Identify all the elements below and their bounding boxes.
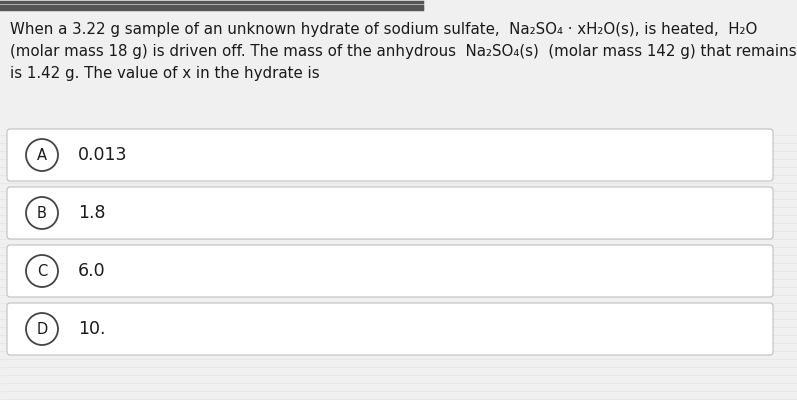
- FancyBboxPatch shape: [7, 303, 773, 355]
- Circle shape: [26, 139, 58, 171]
- Circle shape: [26, 313, 58, 345]
- FancyBboxPatch shape: [7, 245, 773, 297]
- Circle shape: [26, 255, 58, 287]
- Text: 1.8: 1.8: [78, 204, 105, 222]
- Text: B: B: [37, 206, 47, 220]
- Text: 10.: 10.: [78, 320, 105, 338]
- Text: is 1.42 g. The value of x in the hydrate is: is 1.42 g. The value of x in the hydrate…: [10, 66, 320, 81]
- Text: C: C: [37, 264, 47, 278]
- Text: 6.0: 6.0: [78, 262, 106, 280]
- Text: When a 3.22 g sample of an unknown hydrate of sodium sulfate,  Na₂SO₄ · xH₂O(s),: When a 3.22 g sample of an unknown hydra…: [10, 22, 757, 37]
- Text: 0.013: 0.013: [78, 146, 128, 164]
- Text: (molar mass 18 g) is driven off. The mass of the anhydrous  Na₂SO₄(s)  (molar ma: (molar mass 18 g) is driven off. The mas…: [10, 44, 797, 59]
- Circle shape: [26, 197, 58, 229]
- Text: D: D: [37, 322, 48, 336]
- FancyBboxPatch shape: [7, 129, 773, 181]
- Text: A: A: [37, 148, 47, 162]
- FancyBboxPatch shape: [7, 187, 773, 239]
